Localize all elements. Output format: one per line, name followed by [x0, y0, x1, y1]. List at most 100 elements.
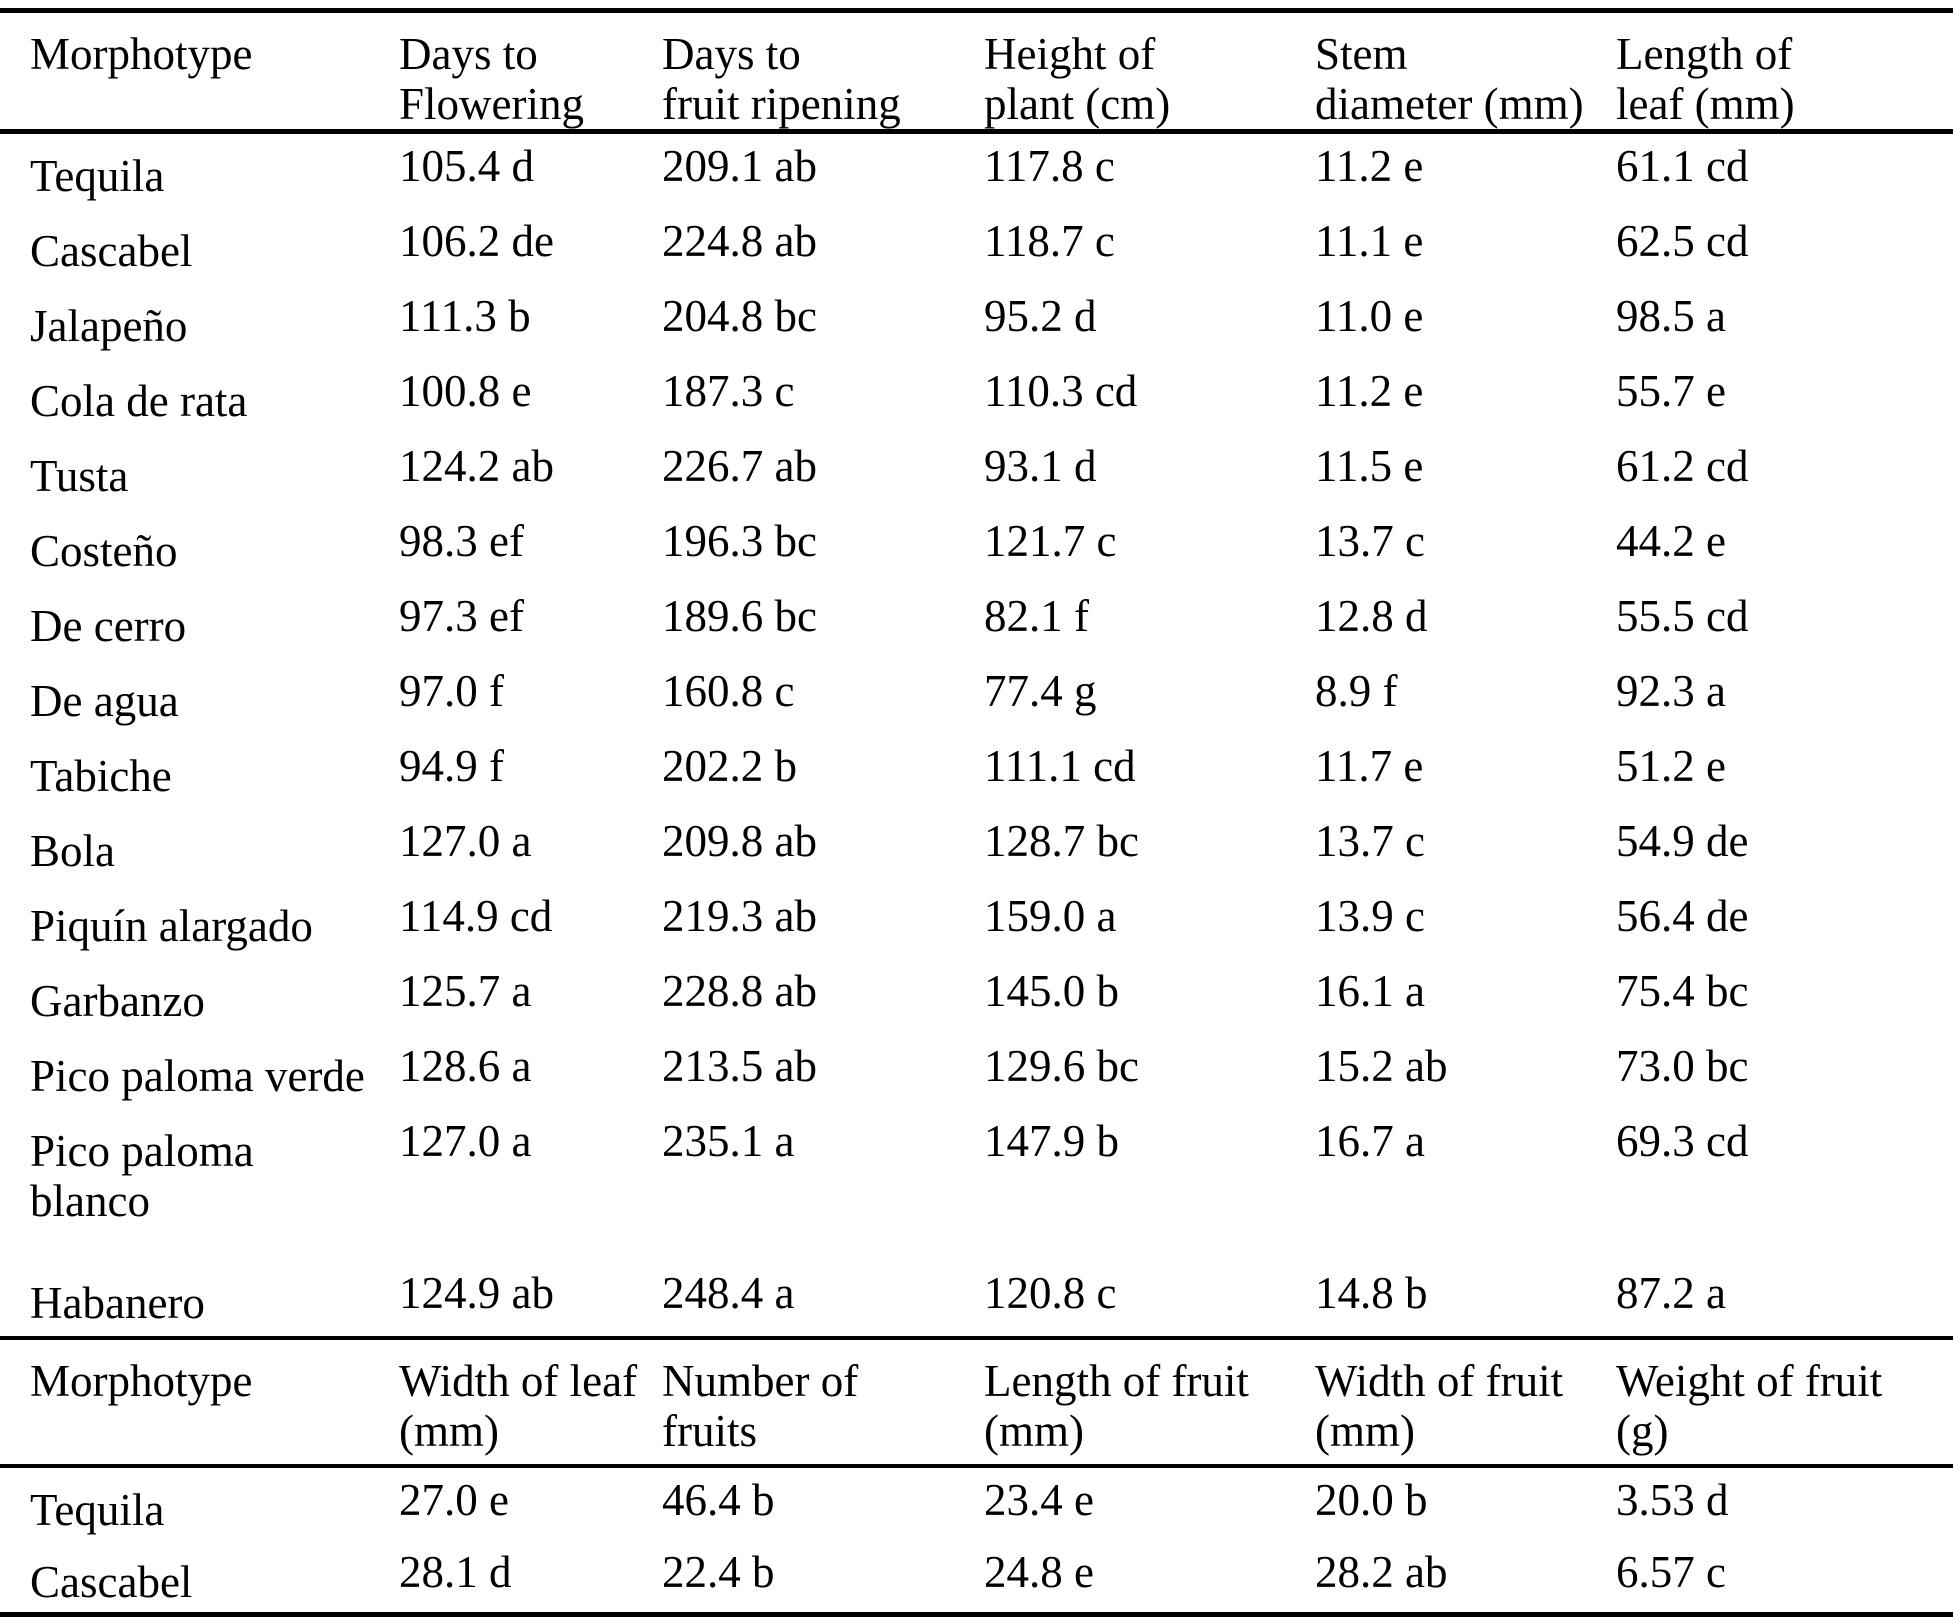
value-cell: 8.9 f [1315, 666, 1398, 716]
value-cell: 224.8 ab [662, 216, 817, 266]
value-cell: 128.6 a [399, 1041, 532, 1091]
header-morphotype: Morphotype [30, 29, 253, 79]
header-weight-of-fruit: Weight of fruit (g) [1616, 1356, 1883, 1456]
value-cell: 196.3 bc [662, 516, 817, 566]
value-cell: 125.7 a [399, 966, 532, 1016]
value-cell: 105.4 d [399, 141, 534, 191]
value-cell: 97.0 f [399, 666, 504, 716]
value-cell: 24.8 e [984, 1547, 1094, 1597]
value-cell: 219.3 ab [662, 891, 817, 941]
morphotype-name: Cascabel [30, 1557, 193, 1607]
value-cell: 28.1 d [399, 1547, 512, 1597]
morphotype-name: De cerro [30, 601, 187, 651]
value-cell: 204.8 bc [662, 291, 817, 341]
table-row: Habanero 124.9 ab 248.4 a 120.8 c 14.8 b 87.2… [0, 1261, 1953, 1336]
table-row: Tequila 27.0 e 46.4 b 23.4 e 20.0 b 3.53 d [0, 1468, 1953, 1540]
value-cell: 129.6 bc [984, 1041, 1139, 1091]
value-cell: 117.8 c [984, 141, 1115, 191]
value-cell: 55.7 e [1616, 366, 1726, 416]
value-cell: 114.9 cd [399, 891, 553, 941]
value-cell: 145.0 b [984, 966, 1119, 1016]
value-cell: 75.4 bc [1616, 966, 1749, 1016]
value-cell: 23.4 e [984, 1475, 1094, 1525]
value-cell: 28.2 ab [1315, 1547, 1448, 1597]
table-row: Costeño 98.3 ef 196.3 bc 121.7 c 13.7 c 44.2 … [0, 509, 1953, 584]
table-row: Cascabel 28.1 d 22.4 b 24.8 e 28.2 ab 6.57 c [0, 1540, 1953, 1612]
value-cell: 121.7 c [984, 516, 1117, 566]
value-cell: 13.7 c [1315, 816, 1425, 866]
table-row: Pico paloma verde 128.6 a 213.5 ab 129.6 bc… [0, 1034, 1953, 1109]
value-cell: 120.8 c [984, 1268, 1117, 1318]
header-days-to-flowering: Days to Flowering [399, 29, 584, 129]
value-cell: 187.3 c [662, 366, 795, 416]
header-width-of-leaf: Width of leaf (mm) [399, 1356, 638, 1456]
table-bottom-rule [0, 1612, 1953, 1617]
value-cell: 11.1 e [1315, 216, 1424, 266]
value-cell: 54.9 de [1616, 816, 1749, 866]
value-cell: 93.1 d [984, 441, 1097, 491]
morphotype-name: Cola de rata [30, 376, 248, 426]
value-cell: 15.2 ab [1315, 1041, 1448, 1091]
value-cell: 189.6 bc [662, 591, 817, 641]
value-cell: 3.53 d [1616, 1475, 1729, 1525]
value-cell: 127.0 a [399, 1116, 532, 1166]
value-cell: 11.7 e [1315, 741, 1424, 791]
value-cell: 22.4 b [662, 1547, 775, 1597]
table-row: Bola 127.0 a 209.8 ab 128.7 bc 13.7 c 54.9 de [0, 809, 1953, 884]
value-cell: 118.7 c [984, 216, 1115, 266]
table-row: Garbanzo 125.7 a 228.8 ab 145.0 b 16.1 a 75.4… [0, 959, 1953, 1034]
value-cell: 160.8 c [662, 666, 795, 716]
value-cell: 6.57 c [1616, 1547, 1726, 1597]
value-cell: 27.0 e [399, 1475, 509, 1525]
value-cell: 87.2 a [1616, 1268, 1726, 1318]
value-cell: 11.0 e [1315, 291, 1424, 341]
morphotype-name: Bola [30, 826, 115, 876]
value-cell: 106.2 de [399, 216, 554, 266]
table-row: Cascabel 106.2 de 224.8 ab 118.7 c 11.1 e 62.… [0, 209, 1953, 284]
header-height-of-plant: Height of plant (cm) [984, 29, 1171, 129]
value-cell: 62.5 cd [1616, 216, 1749, 266]
morphotype-name: Tequila [30, 1485, 165, 1535]
morphotype-name: Costeño [30, 526, 178, 576]
value-cell: 77.4 g [984, 666, 1097, 716]
value-cell: 44.2 e [1616, 516, 1726, 566]
value-cell: 11.2 e [1315, 366, 1424, 416]
value-cell: 228.8 ab [662, 966, 817, 1016]
value-cell: 98.3 ef [399, 516, 524, 566]
value-cell: 14.8 b [1315, 1268, 1428, 1318]
value-cell: 124.9 ab [399, 1268, 554, 1318]
value-cell: 61.2 cd [1616, 441, 1749, 491]
value-cell: 147.9 b [984, 1116, 1119, 1166]
value-cell: 98.5 a [1616, 291, 1726, 341]
morphotype-name: Pico paloma verde [30, 1051, 365, 1101]
value-cell: 110.3 cd [984, 366, 1138, 416]
value-cell: 127.0 a [399, 816, 532, 866]
morphotype-name: Tabiche [30, 751, 172, 801]
header-number-of-fruits: Number of fruits [662, 1356, 859, 1456]
morphotype-name: Pico paloma blanco [30, 1126, 254, 1226]
value-cell: 213.5 ab [662, 1041, 817, 1091]
value-cell: 100.8 e [399, 366, 532, 416]
morphotype-name: Garbanzo [30, 976, 205, 1026]
table-row: Pico paloma blanco 127.0 a 235.1 a 147.9 b 1… [0, 1109, 1953, 1261]
table-row: Cola de rata 100.8 e 187.3 c 110.3 cd 11.2 e… [0, 359, 1953, 434]
table-row: De agua 97.0 f 160.8 c 77.4 g 8.9 f 92.3 a [0, 659, 1953, 734]
header-days-fruit-ripening: Days to fruit ripening [662, 29, 901, 129]
value-cell: 209.1 ab [662, 141, 817, 191]
header-length-of-leaf: Length of leaf (mm) [1616, 29, 1795, 129]
morphotype-name: Tusta [30, 451, 129, 501]
value-cell: 16.1 a [1315, 966, 1425, 1016]
morphotype-name: Jalapeño [30, 301, 188, 351]
value-cell: 95.2 d [984, 291, 1097, 341]
value-cell: 16.7 a [1315, 1116, 1425, 1166]
header-length-of-fruit: Length of fruit (mm) [984, 1356, 1249, 1456]
value-cell: 209.8 ab [662, 816, 817, 866]
value-cell: 248.4 a [662, 1268, 795, 1318]
table-row: Tequila 105.4 d 209.1 ab 117.8 c 11.2 e 61.1 … [0, 134, 1953, 209]
morphotype-name: Tequila [30, 151, 165, 201]
value-cell: 111.3 b [399, 291, 531, 341]
value-cell: 97.3 ef [399, 591, 524, 641]
table-header-row-1: Morphotype Days to Flowering Days to fru… [0, 13, 1953, 129]
value-cell: 51.2 e [1616, 741, 1726, 791]
